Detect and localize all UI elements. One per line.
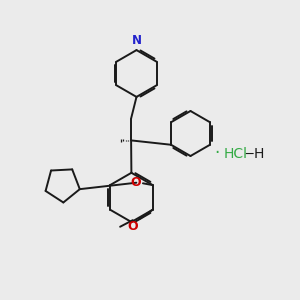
- Text: HCl: HCl: [224, 148, 248, 161]
- Text: ─: ─: [245, 148, 252, 161]
- Text: ·: ·: [214, 144, 219, 162]
- Text: O: O: [130, 176, 141, 189]
- Text: H: H: [254, 148, 264, 161]
- Text: N: N: [131, 34, 142, 47]
- Text: O: O: [127, 220, 138, 233]
